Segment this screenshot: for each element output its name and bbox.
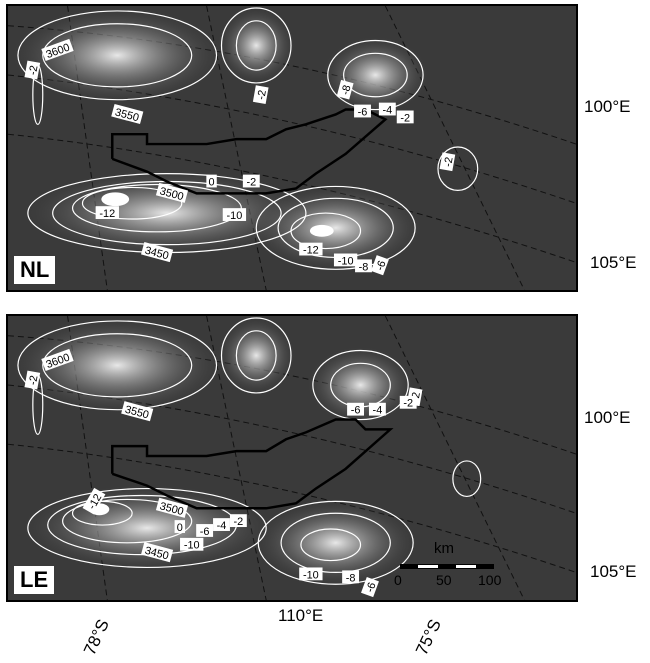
- svg-text:-4: -4: [373, 405, 383, 417]
- scale-title: km: [434, 540, 454, 557]
- svg-text:-10: -10: [227, 210, 243, 222]
- scale-track: [400, 564, 494, 569]
- contour-label: -8: [342, 570, 360, 584]
- svg-text:-6: -6: [374, 259, 389, 272]
- svg-text:-4: -4: [217, 520, 227, 532]
- contour-label: -2: [399, 395, 417, 410]
- svg-text:-2: -2: [442, 156, 456, 168]
- contour-label: 3550: [111, 103, 144, 124]
- contour-label: -2: [24, 370, 41, 390]
- svg-text:-8: -8: [339, 84, 353, 96]
- contour-label: -4: [378, 102, 396, 117]
- contour-label: -10: [222, 208, 247, 222]
- contour-label: -4: [368, 402, 386, 417]
- svg-text:-10: -10: [338, 255, 354, 267]
- contour-label: -6: [347, 402, 364, 417]
- scale-bar: km 0 50 100: [392, 540, 504, 598]
- contour-label: -6: [196, 524, 214, 538]
- scale-tick-50: 50: [436, 572, 452, 588]
- lon-label-bottom-center: 110°E: [278, 606, 324, 625]
- svg-text:-6: -6: [358, 106, 368, 118]
- lon-label-le-top: 100°E: [584, 408, 631, 427]
- contour-label: -8: [355, 259, 372, 273]
- svg-text:0: 0: [209, 177, 215, 189]
- contour-label: -10: [299, 567, 323, 581]
- svg-text:-8: -8: [346, 572, 356, 584]
- contour-label: -10: [333, 253, 358, 267]
- lat-label-right: 75°S: [412, 616, 445, 659]
- scale-tick-0: 0: [394, 572, 402, 588]
- map-panel-le: 3600355035003450-2-2-6-4-2-12-10-10-8-6-…: [6, 314, 578, 602]
- panel-label-le: LE: [14, 566, 55, 594]
- svg-text:-10: -10: [303, 569, 319, 581]
- map-panel-nl: 3600 3550 3500 3450 -2 -2 -8 -6 -4 -2 -2 -12 -10 -8 -6…: [6, 4, 578, 292]
- svg-text:-6: -6: [351, 405, 361, 417]
- contour-label: -2: [396, 110, 414, 124]
- scale-tick-100: 100: [478, 572, 502, 588]
- svg-text:3550: 3550: [114, 106, 141, 124]
- contour-label: -12: [95, 206, 119, 220]
- lon-label-le-bottom: 105°E: [590, 562, 637, 581]
- contour-label: -2: [229, 514, 247, 528]
- scale-segment: [418, 565, 438, 568]
- lon-label-nl-top: 100°E: [584, 97, 631, 116]
- svg-text:-8: -8: [359, 261, 369, 273]
- svg-text:-2: -2: [234, 516, 244, 528]
- contour-label: -2: [439, 152, 456, 172]
- svg-text:-12: -12: [99, 208, 115, 220]
- contour-label: 0: [174, 520, 186, 534]
- lat-label-left: 78°S: [80, 616, 113, 659]
- svg-text:-12: -12: [303, 245, 319, 257]
- contour-label: 0: [206, 174, 217, 189]
- lon-label-nl-bottom: 105°E: [590, 253, 637, 272]
- contour-label: -10: [180, 537, 204, 552]
- svg-text:-6: -6: [200, 526, 210, 538]
- svg-text:-2: -2: [246, 177, 256, 189]
- svg-text:-2: -2: [27, 64, 41, 76]
- svg-text:-6: -6: [364, 581, 379, 594]
- svg-text:-10: -10: [184, 540, 200, 552]
- contour-label: -8: [336, 79, 354, 100]
- contour-label: -4: [213, 518, 230, 532]
- svg-text:-2: -2: [403, 398, 413, 410]
- svg-text:-2: -2: [27, 374, 41, 386]
- contour-label: -2: [252, 85, 269, 105]
- contour-map-le: 3600355035003450-2-2-6-4-2-12-10-10-8-6-…: [8, 316, 576, 600]
- contour-label: -6: [370, 255, 389, 276]
- svg-text:0: 0: [177, 522, 183, 534]
- svg-text:-2: -2: [255, 89, 269, 101]
- contour-label: -2: [242, 174, 260, 189]
- scale-segment: [456, 565, 476, 568]
- contour-label: -6: [361, 576, 379, 598]
- contour-label: -2: [24, 60, 41, 80]
- contour-label: -6: [354, 104, 371, 118]
- contour-label: -12: [299, 242, 323, 257]
- panel-label-nl: NL: [14, 256, 56, 284]
- svg-text:-4: -4: [382, 105, 392, 117]
- svg-text:-2: -2: [400, 112, 410, 124]
